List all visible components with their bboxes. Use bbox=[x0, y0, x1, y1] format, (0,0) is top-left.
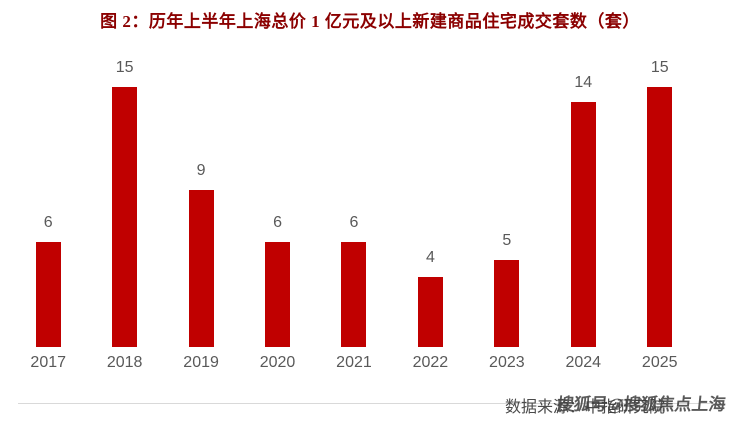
bar-2018 bbox=[112, 87, 138, 348]
x-axis-line bbox=[18, 403, 713, 404]
x-tick-label: 2017 bbox=[30, 354, 67, 371]
x-tick-label: 2024 bbox=[565, 354, 602, 371]
bar-value-label: 9 bbox=[196, 161, 206, 179]
bar-column-2024: 14 2024 bbox=[545, 60, 621, 375]
x-tick-label: 2021 bbox=[336, 354, 372, 371]
bar-2022 bbox=[417, 277, 443, 347]
sohu-watermark: 搜狐号@搜狐焦点上海 bbox=[555, 395, 727, 414]
bar-value-label: 14 bbox=[574, 74, 593, 91]
bars-row: 6 2017 15 2018 9 2019 6 2020 6 2021 4 2022 5 2023 14 20… bbox=[10, 60, 698, 375]
x-tick-label: 2018 bbox=[106, 354, 143, 372]
data-source-text: 数据来源：中指研究院 bbox=[505, 399, 666, 416]
bar-value-label: 6 bbox=[349, 214, 359, 231]
bar-value-label: 6 bbox=[43, 214, 53, 231]
data-source-note: 数据来源：中指研究院 搜狐号@搜狐焦点上海 bbox=[505, 393, 727, 417]
bar-value-label: 15 bbox=[115, 59, 134, 76]
bar-column-2022: 4 2022 bbox=[392, 60, 468, 375]
x-tick-label: 2019 bbox=[183, 354, 219, 371]
bar-value-label: 6 bbox=[273, 214, 282, 231]
bar-value-label: 4 bbox=[425, 249, 435, 266]
bar-column-2025: 15 2025 bbox=[622, 60, 698, 375]
x-tick-label: 2022 bbox=[412, 354, 449, 371]
bar-value-label: 5 bbox=[502, 231, 512, 249]
bar-2024 bbox=[570, 102, 596, 347]
x-tick-label: 2023 bbox=[489, 354, 525, 371]
x-tick-label: 2025 bbox=[641, 354, 678, 372]
bar-2025 bbox=[647, 87, 673, 348]
bar-2020 bbox=[265, 242, 291, 347]
bar-column-2023: 5 2023 bbox=[469, 60, 545, 375]
bar-2021 bbox=[341, 242, 367, 347]
bar-2019 bbox=[188, 189, 214, 347]
plot-area: 6 2017 15 2018 9 2019 6 2020 6 2021 4 2022 5 2023 14 20… bbox=[10, 60, 713, 404]
x-tick-label: 2020 bbox=[259, 354, 296, 371]
bar-column-2021: 6 2021 bbox=[316, 60, 392, 375]
bar-column-2017: 6 2017 bbox=[10, 60, 86, 375]
chart-title: 图 2：历年上半年上海总价 1 亿元及以上新建商品住宅成交套数（套） bbox=[100, 12, 640, 31]
bar-value-label: 15 bbox=[650, 59, 669, 76]
bar-2023 bbox=[494, 259, 520, 347]
bar-column-2018: 15 2018 bbox=[86, 60, 162, 375]
bar-column-2019: 9 2019 bbox=[163, 60, 239, 375]
bar-column-2020: 6 2020 bbox=[239, 60, 315, 375]
bar-2017 bbox=[35, 242, 61, 347]
